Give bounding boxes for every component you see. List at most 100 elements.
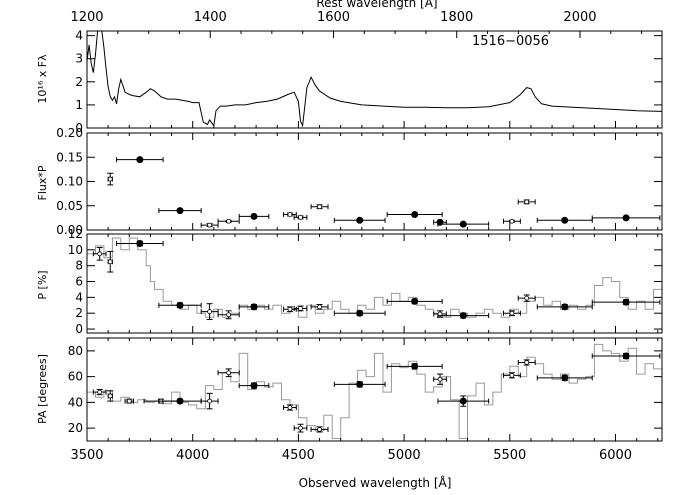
object-label: 1516−0056 bbox=[472, 34, 549, 49]
data-point bbox=[238, 303, 270, 311]
open-marker bbox=[97, 251, 103, 257]
open-marker bbox=[524, 360, 530, 365]
data-point bbox=[107, 172, 114, 186]
filled-marker bbox=[622, 352, 630, 360]
y-tick-label: 0.15 bbox=[56, 150, 83, 164]
data-point bbox=[107, 250, 114, 273]
data-point bbox=[217, 310, 240, 320]
panel-frame bbox=[86, 337, 663, 442]
y-tick-label: 4 bbox=[75, 29, 83, 43]
data-point bbox=[433, 373, 447, 385]
x-tick-label: 4500 bbox=[282, 448, 315, 463]
y-tick-label: 40 bbox=[68, 395, 83, 409]
top-tick-label: 1200 bbox=[70, 10, 103, 25]
open-marker bbox=[437, 376, 443, 382]
filled-marker bbox=[622, 214, 630, 222]
data-point bbox=[217, 218, 240, 224]
y-tick-label: 0.05 bbox=[56, 199, 83, 213]
panel-frames bbox=[86, 30, 663, 442]
data-point bbox=[283, 306, 297, 313]
chart-marks bbox=[86, 30, 663, 439]
data-point bbox=[92, 389, 107, 396]
filled-marker bbox=[411, 297, 419, 305]
y-tick-label: 10 bbox=[68, 243, 83, 257]
open-marker bbox=[287, 212, 293, 217]
data-point bbox=[517, 199, 536, 205]
open-marker bbox=[509, 372, 515, 378]
data-point bbox=[310, 204, 329, 210]
open-marker bbox=[207, 309, 213, 315]
data-point bbox=[437, 395, 490, 407]
p-ylabel: P [%] bbox=[36, 270, 49, 299]
y-tick-label: 1 bbox=[75, 98, 83, 112]
open-marker bbox=[226, 218, 232, 224]
top-tick-label: 1400 bbox=[194, 10, 227, 25]
open-marker bbox=[298, 214, 303, 220]
y-tick-label: 20 bbox=[68, 421, 83, 435]
data-point bbox=[591, 298, 661, 306]
y-tick-label: 8 bbox=[75, 259, 83, 273]
open-marker bbox=[298, 306, 303, 311]
data-point bbox=[283, 404, 297, 411]
open-marker bbox=[287, 306, 293, 312]
y-tick-label: 2 bbox=[75, 306, 83, 320]
x-tick-label: 5500 bbox=[493, 448, 526, 463]
data-point bbox=[107, 390, 114, 402]
data-point bbox=[293, 423, 308, 433]
filled-marker bbox=[561, 374, 569, 382]
data-point bbox=[310, 303, 329, 310]
filled-marker bbox=[561, 216, 569, 224]
data-point bbox=[333, 309, 386, 317]
filled-marker bbox=[622, 298, 630, 306]
pa-ylabel: PA [degrees] bbox=[36, 354, 49, 424]
data-point bbox=[200, 392, 219, 410]
y-tick-label: 80 bbox=[68, 344, 83, 358]
filled-marker bbox=[459, 312, 467, 320]
filled-marker bbox=[136, 240, 144, 248]
panel-frame bbox=[86, 30, 663, 129]
data-point bbox=[386, 362, 443, 370]
open-marker bbox=[107, 259, 113, 265]
y-tick-label: 0.00 bbox=[56, 223, 83, 237]
filled-marker bbox=[356, 309, 364, 317]
top-tick-label: 1800 bbox=[440, 10, 473, 25]
open-marker bbox=[126, 398, 132, 404]
filled-marker bbox=[459, 397, 467, 405]
open-marker bbox=[524, 199, 530, 205]
filled-marker bbox=[176, 397, 184, 405]
filled-marker bbox=[411, 210, 419, 218]
data-point bbox=[333, 380, 386, 388]
data-point bbox=[200, 303, 219, 321]
y-tick-label: 60 bbox=[68, 370, 83, 384]
x-axis-title: Observed wavelength [Å] bbox=[299, 475, 452, 490]
data-point bbox=[437, 312, 490, 320]
data-point bbox=[591, 214, 661, 222]
open-marker bbox=[97, 389, 103, 395]
y-tick-label: 4 bbox=[75, 290, 83, 304]
data-point bbox=[433, 218, 447, 226]
y-tick-label: 0 bbox=[75, 121, 83, 135]
x-tick-label: 5000 bbox=[388, 448, 421, 463]
top-tick-label: 2000 bbox=[563, 10, 596, 25]
y-tick-label: 0.10 bbox=[56, 175, 83, 189]
open-marker bbox=[107, 393, 113, 399]
data-point bbox=[502, 372, 521, 379]
x-tick-label: 4000 bbox=[176, 448, 209, 463]
data-point bbox=[293, 214, 308, 220]
filled-marker bbox=[356, 380, 364, 388]
filled-marker bbox=[561, 303, 569, 311]
data-point bbox=[310, 426, 329, 433]
y-tick-label: 0 bbox=[75, 322, 83, 336]
open-marker bbox=[207, 222, 213, 228]
data-point bbox=[517, 294, 536, 302]
open-marker bbox=[509, 218, 515, 224]
data-point bbox=[217, 368, 240, 378]
data-point bbox=[517, 359, 536, 366]
data-point bbox=[502, 310, 521, 317]
y-tick-label: 0.20 bbox=[56, 126, 83, 140]
data-point bbox=[293, 305, 308, 312]
open-marker bbox=[317, 304, 322, 310]
binned-step-line bbox=[87, 343, 662, 439]
filled-marker bbox=[250, 212, 258, 220]
open-marker bbox=[524, 295, 530, 301]
